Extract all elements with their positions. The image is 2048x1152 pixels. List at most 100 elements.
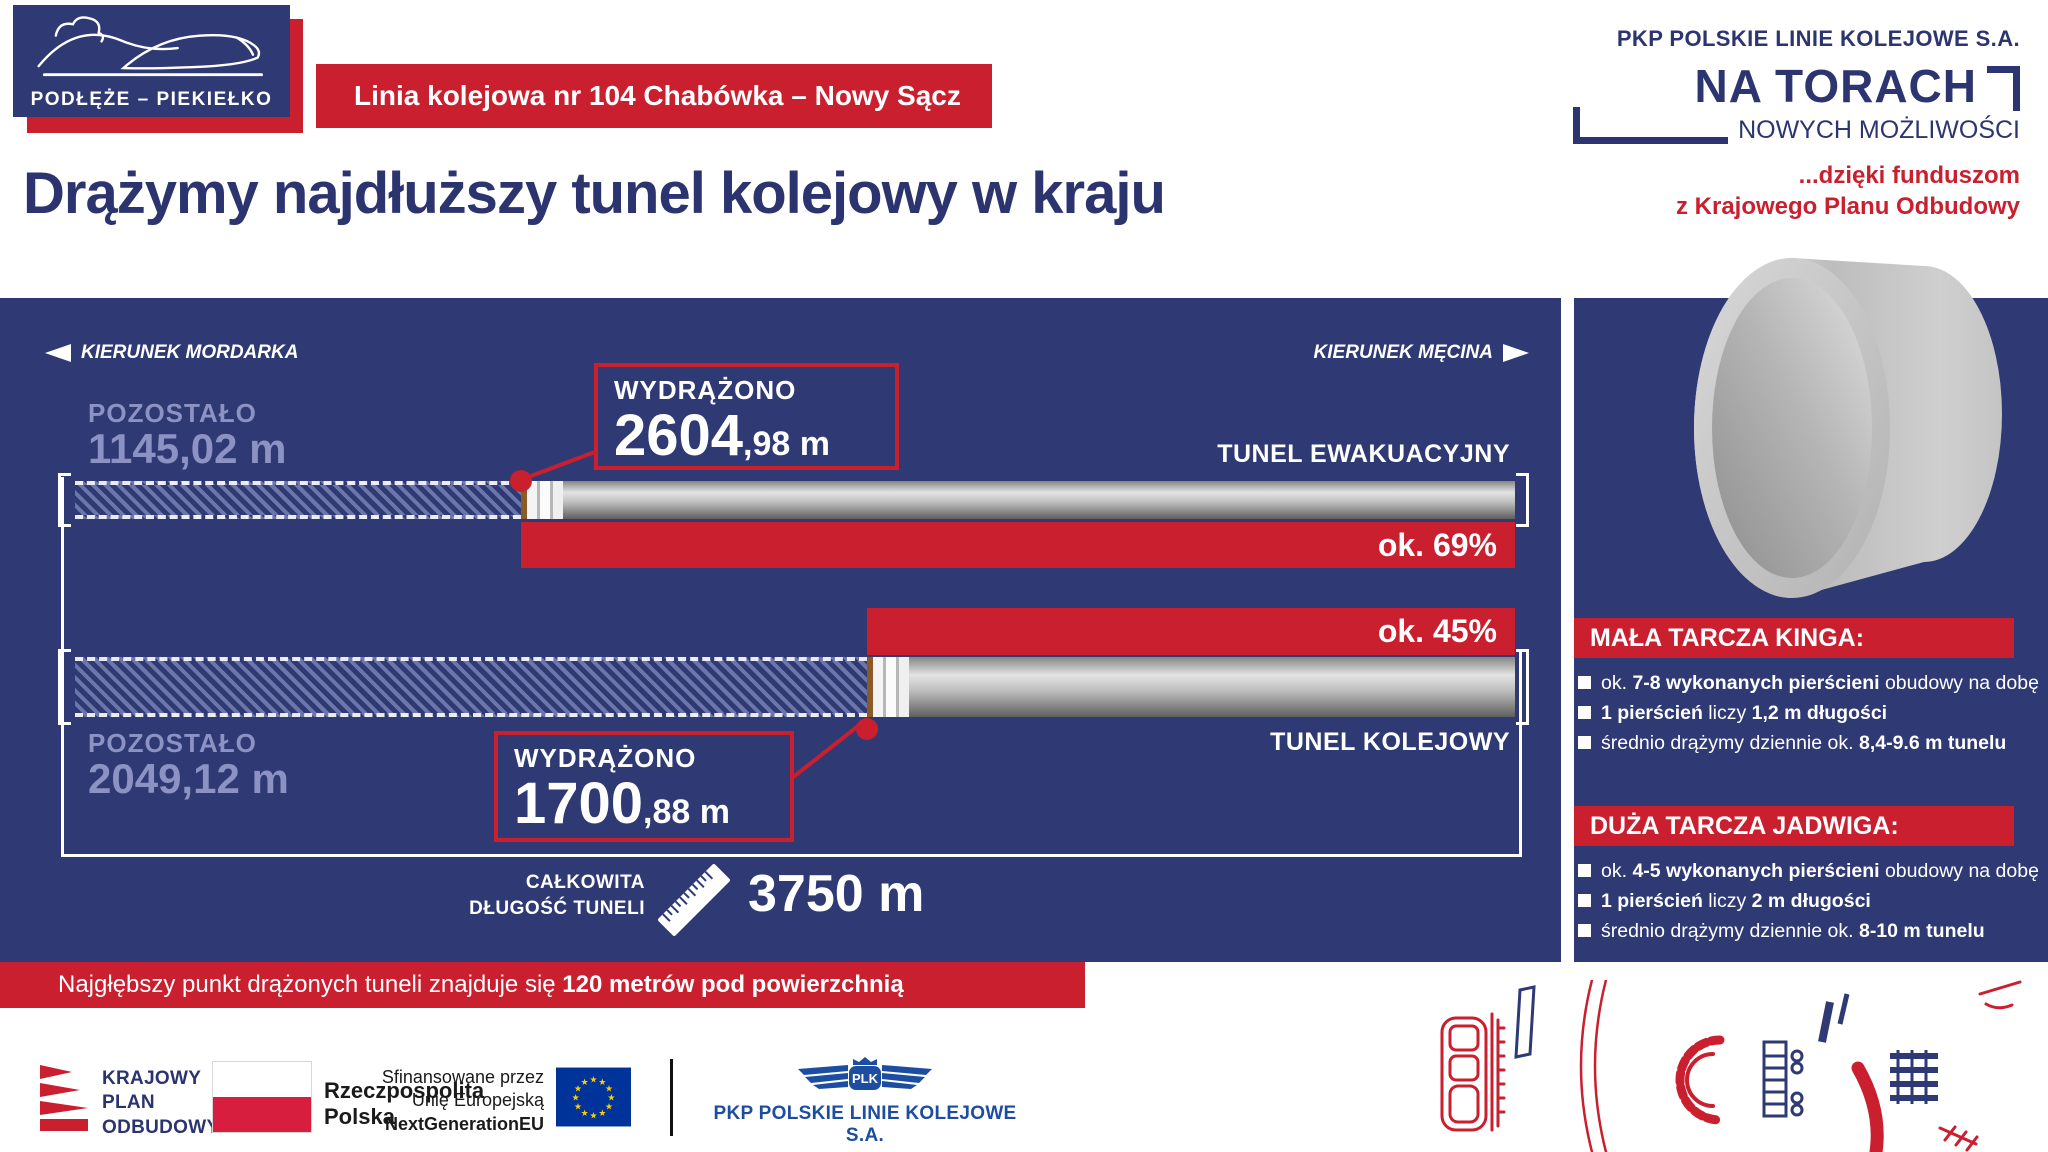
svg-text:★: ★ (572, 1094, 580, 1104)
shield-fact: średnio drążymy dziennie ok. 8-10 m tune… (1578, 916, 2040, 946)
svg-text:★: ★ (605, 1103, 613, 1113)
svg-text:★: ★ (574, 1103, 582, 1113)
dimension-line (61, 477, 64, 857)
portal-bracket-icon (1516, 649, 1529, 725)
svg-text:★: ★ (574, 1085, 582, 1095)
svg-text:★: ★ (581, 1109, 589, 1119)
ruler-icon (658, 864, 730, 936)
funding-note: ...dzięki funduszom z Krajowego Planu Od… (1573, 160, 2020, 222)
remaining-hatched-section (75, 481, 522, 519)
brand-slogan-line2: NOWYCH MOŻLIWOŚCI (1738, 115, 2020, 144)
large-shield-heading: DUŻA TARCZA JADWIGA: (1574, 806, 2014, 846)
project-logo-label: PODŁĘŻE – PIEKIEŁKO (30, 89, 273, 110)
plk-logo-label: PKP POLSKIE LINIE KOLEJOWE S.A. (713, 1103, 1017, 1146)
progress-bar-railway: ok. 45% (867, 608, 1515, 655)
bullet-square-icon (1578, 706, 1591, 719)
remaining-value: 1145,02 m (88, 425, 287, 473)
tunnel-tube (75, 657, 1515, 717)
project-logo: PODŁĘŻE – PIEKIEŁKO (13, 5, 290, 117)
depth-note-value: 120 metrów pod powierzchnią (562, 971, 904, 998)
portal-bracket-icon (1516, 473, 1529, 527)
excavated-value-fraction: ,98 m (743, 425, 830, 463)
arrow-left-icon (45, 344, 71, 362)
remaining-value: 2049,12 m (88, 755, 289, 803)
svg-text:★: ★ (607, 1094, 615, 1104)
train-line-art-icon (37, 16, 263, 77)
remaining-evacuation: POZOSTAŁO 1145,02 m (88, 399, 287, 473)
evacuation-tunnel-row: TUNEL EWAKUACYJNY ok. 69% (75, 438, 1515, 570)
brand-slogan-line1: NA TORACH (1694, 60, 1977, 112)
direction-mecina: KIERUNEK MĘCINA (1314, 342, 1529, 364)
total-length-label: CAŁKOWITA DŁUGOŚĆ TUNELI (469, 872, 645, 919)
direction-mecina-label: KIERUNEK MĘCINA (1313, 342, 1493, 363)
excavated-label: WYDRĄŻONO (514, 743, 697, 773)
direction-mordarka: KIERUNEK MORDARKA (45, 342, 298, 364)
bracket-bottom-left-icon (1573, 107, 1729, 144)
tunnel-name: TUNEL KOLEJOWY (1270, 728, 1510, 756)
shield-fact: ok. 4-5 wykonanych pierścieni obudowy na… (1578, 856, 2040, 886)
bullet-square-icon (1578, 736, 1591, 749)
arrow-right-icon (1503, 344, 1529, 362)
eu-flag-icon: ★ ★★ ★★★ ★★★ ★★★ (556, 1067, 631, 1127)
excavated-callout-railway: WYDRĄŻONO 1700 ,88 m (494, 731, 794, 842)
tbm-shield-icon (867, 657, 909, 717)
depth-note-text: Najgłębszy punkt drążonych tuneli znajdu… (58, 971, 563, 998)
excavated-section (521, 481, 1515, 519)
large-shield-facts: ok. 4-5 wykonanych pierścieni obudowy na… (1578, 856, 2040, 946)
tunnel-diagram-panel: KIERUNEK MORDARKA KIERUNEK MĘCINA POZOST… (0, 298, 1561, 962)
shield-fact: ok. 7-8 wykonanych pierścieni obudowy na… (1578, 668, 2040, 698)
company-name: PKP POLSKIE LINIE KOLEJOWE S.A. (1616, 26, 2020, 51)
brand-block: PKP POLSKIE LINIE KOLEJOWE S.A. NA TORAC… (1573, 26, 2020, 222)
svg-text:PLK: PLK (852, 1071, 879, 1086)
funding-note-line2: z Krajowego Planu Odbudowy (1675, 193, 2020, 221)
excavated-value: 2604 (614, 403, 744, 468)
bullet-square-icon (1578, 676, 1591, 689)
svg-text:★: ★ (605, 1085, 613, 1095)
tunnel-ring-image (1694, 258, 2002, 598)
railway-tunnel-row: ok. 45% TUNEL KOLEJOWY (75, 608, 1515, 760)
shield-fact: średnio drążymy dziennie ok. 8,4-9.6 m t… (1578, 728, 2040, 758)
depth-note-bar: Najgłębszy punkt drążonych tuneli znajdu… (0, 962, 1085, 1008)
shield-fact: 1 pierścień liczy 2 m długości (1578, 886, 2040, 916)
remaining-label: POZOSTAŁO (88, 728, 257, 758)
small-shield-facts: ok. 7-8 wykonanych pierścieni obudowy na… (1578, 668, 2040, 758)
shield-fact: 1 pierścień liczy 1,2 m długości (1578, 698, 2040, 728)
dimension-line (61, 854, 1522, 857)
tunnel-tube (75, 481, 1515, 519)
bullet-square-icon (1578, 924, 1591, 937)
plk-logo: PLK PKP POLSKIE LINIE KOLEJOWE S.A. (700, 1056, 1030, 1147)
line-banner: Linia kolejowa nr 104 Chabówka – Nowy Są… (316, 64, 992, 128)
bullet-square-icon (1578, 864, 1591, 877)
excavated-value: 1700 (514, 771, 644, 836)
svg-text:★: ★ (598, 1078, 606, 1088)
kpo-logo-label: KRAJOWY PLAN ODBUDOWY (102, 1068, 220, 1138)
excavated-callout-evacuation: WYDRĄŻONO 2604 ,98 m (594, 363, 899, 470)
svg-text:★: ★ (590, 1076, 598, 1086)
remaining-hatched-section (75, 657, 867, 717)
total-length-value: 3750 m (748, 865, 925, 923)
dimension-line (1519, 649, 1522, 857)
excavated-value-fraction: ,88 m (643, 793, 730, 831)
tbm-position-marker (856, 718, 878, 740)
svg-text:★: ★ (598, 1109, 606, 1119)
kpo-logo-icon (40, 1065, 88, 1131)
bracket-top-right-icon (1987, 66, 2020, 111)
small-shield-heading: MAŁA TARCZA KINGA: (1574, 618, 2014, 658)
progress-bar-evacuation: ok. 69% (521, 522, 1515, 568)
excavated-label: WYDRĄŻONO (614, 375, 797, 405)
poland-flag-icon (212, 1061, 312, 1133)
funding-note-line1: ...dzięki funduszom (1798, 162, 2020, 189)
tunnel-name: TUNEL EWAKUACYJNY (1217, 440, 1510, 468)
excavated-section (867, 657, 1515, 717)
bullet-square-icon (1578, 894, 1591, 907)
svg-text:★: ★ (590, 1111, 598, 1121)
direction-mordarka-label: KIERUNEK MORDARKA (81, 342, 299, 363)
republic-of-poland-label: Rzeczpospolita Polska (324, 1078, 485, 1130)
plk-eagle-icon: PLK (798, 1057, 932, 1090)
decorative-doodles (1440, 980, 2022, 1152)
remaining-railway: POZOSTAŁO 2049,12 m (88, 728, 289, 803)
portal-bracket-icon (58, 649, 71, 725)
svg-text:★: ★ (581, 1078, 589, 1088)
line-banner-label: Linia kolejowa nr 104 Chabówka – Nowy Są… (354, 80, 961, 111)
